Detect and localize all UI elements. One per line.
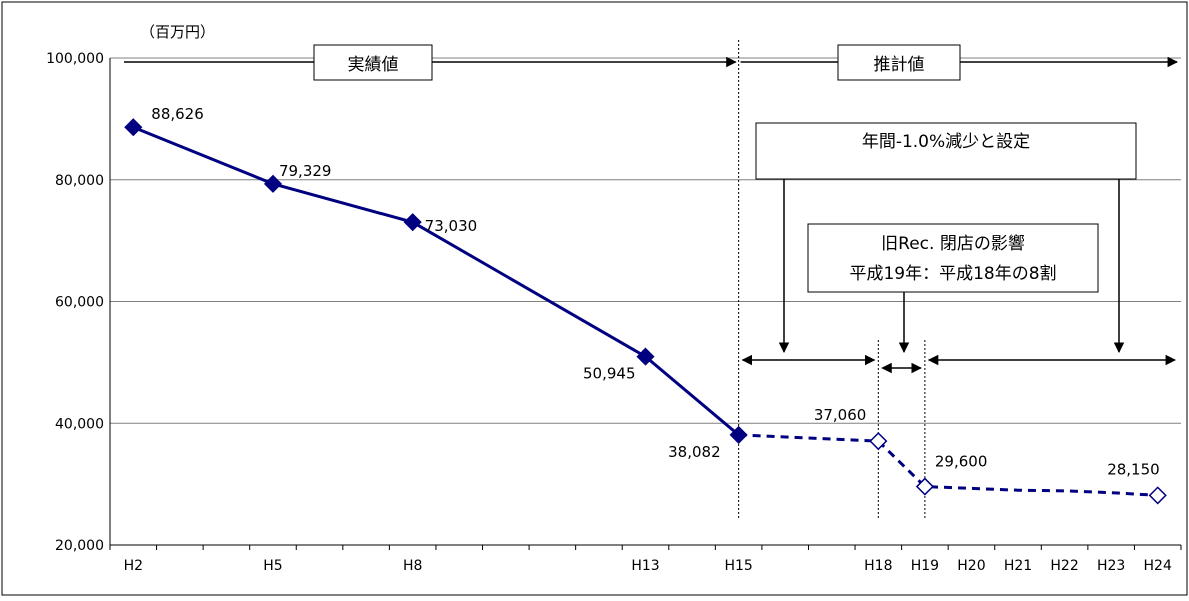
estimate-label: 推計値 [874, 55, 925, 75]
data-label: 50,945 [583, 365, 636, 383]
closure-text-line1: 旧Rec. 閉店の影響 [881, 234, 1025, 254]
series-line-1 [738, 433, 1158, 497]
closure-text-line2: 平成19年：平成18年の8割 [849, 264, 1056, 284]
data-label: 28,150 [1107, 460, 1160, 478]
x-tick-label: H5 [263, 558, 282, 574]
x-tick-label: H22 [1050, 558, 1078, 574]
x-tick-label: H20 [957, 558, 985, 574]
x-tick-label: H18 [864, 558, 892, 574]
data-marker [729, 425, 748, 444]
x-tick-label: H19 [911, 558, 939, 574]
data-marker [915, 477, 934, 496]
x-tick-label: H8 [403, 558, 422, 574]
x-tick-label: H24 [1144, 558, 1172, 574]
data-label: 88,626 [151, 105, 204, 123]
x-tick-label: H15 [724, 558, 752, 574]
x-tick-label: H21 [1004, 558, 1032, 574]
data-marker [124, 118, 143, 137]
assumption-text: 年間-1.0%減少と設定 [862, 132, 1030, 152]
actual-label: 実績値 [348, 55, 399, 75]
actual-label-box [313, 44, 433, 81]
unit-label: （百万円） [140, 23, 215, 41]
x-tick-label: H2 [124, 558, 143, 574]
data-marker [1148, 486, 1167, 505]
data-marker [636, 347, 655, 366]
assumption-box [755, 122, 1137, 180]
data-marker [403, 213, 422, 232]
data-marker [869, 432, 888, 451]
series-line-0 [132, 125, 740, 437]
data-label: 38,082 [668, 443, 721, 461]
data-label: 73,030 [425, 217, 478, 235]
closure-box [807, 223, 1099, 293]
estimate-label-box [837, 44, 961, 81]
data-label: 29,600 [935, 453, 988, 471]
y-tick-label: 20,000 [55, 538, 104, 554]
x-tick-label: H23 [1097, 558, 1125, 574]
y-tick-label: 100,000 [46, 51, 104, 67]
data-marker [263, 174, 283, 193]
y-tick-label: 60,000 [55, 295, 104, 311]
x-tick-label: H13 [631, 558, 659, 574]
y-tick-label: 80,000 [55, 173, 104, 189]
data-label: 37,060 [814, 406, 867, 424]
y-tick-label: 40,000 [55, 416, 104, 432]
data-label: 79,329 [279, 162, 332, 180]
